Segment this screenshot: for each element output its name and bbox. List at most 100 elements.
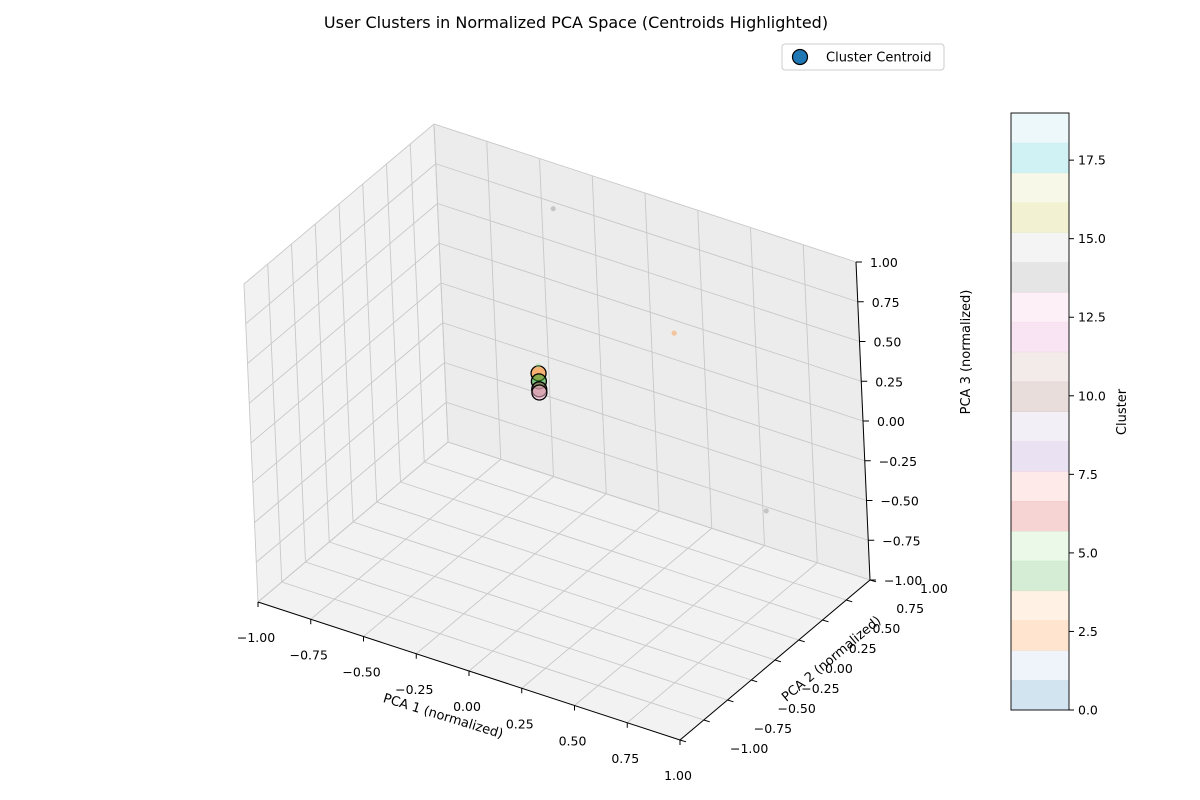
colorbar-segment [1011, 441, 1069, 472]
colorbar-segment [1011, 650, 1069, 681]
colorbar-segment [1011, 172, 1069, 204]
data-point [671, 330, 677, 336]
colorbar-segment [1011, 351, 1069, 383]
grid-line [521, 527, 713, 689]
colorbar-tick-label: 7.5 [1078, 467, 1098, 482]
grid-line [248, 242, 440, 404]
colorbar-segment [1011, 411, 1069, 442]
centroid-point [531, 384, 548, 401]
y-tick-label: −0.75 [754, 721, 792, 736]
z-tick-label: 0.00 [877, 414, 905, 429]
colorbar-segment [1011, 232, 1069, 263]
grid-line [245, 163, 437, 325]
colorbar-segment [1011, 530, 1069, 562]
colorbar-segment [1011, 501, 1069, 532]
z-axis-label: PCA 3 (normalized) [959, 290, 974, 415]
colorbar-segment [1011, 113, 1069, 144]
grid-line [400, 481, 823, 621]
z-tick-label: −0.50 [881, 494, 919, 509]
x-tick-label: 0.75 [611, 751, 639, 766]
legend-centroid-label: Cluster Centroid [826, 51, 932, 66]
colorbar-tick-label: 2.5 [1078, 624, 1098, 639]
colorbar-tick-label: 5.0 [1078, 545, 1098, 560]
x-tick-label: −0.25 [395, 682, 433, 697]
grid-line [424, 461, 847, 601]
y-tick-mark [703, 719, 710, 723]
x-tick-label: −0.75 [290, 647, 328, 662]
x-tick-label: 0.25 [506, 716, 534, 731]
grid-line [243, 123, 435, 285]
x-tick-label: −0.50 [342, 665, 380, 680]
y-tick-label: 0.50 [873, 621, 901, 636]
colorbar-segment [1011, 262, 1069, 293]
z-tick-label: 0.25 [875, 374, 903, 389]
grid-line [437, 203, 860, 342]
colorbar-label: Cluster [1115, 388, 1130, 435]
grid-line [433, 123, 449, 443]
x-tick-label: 1.00 [664, 768, 692, 783]
colorbar-frame [1010, 112, 1070, 711]
colorbar-tick-label: 10.0 [1078, 388, 1106, 403]
colorbar-segment [1011, 471, 1069, 502]
grid-line [697, 210, 713, 529]
y-tick-mark [822, 619, 829, 623]
y-tick-label: −0.25 [801, 681, 839, 696]
colorbar-segment [1011, 321, 1069, 353]
grid-line [802, 244, 818, 563]
colorbar-tick-label: 0.0 [1078, 703, 1098, 718]
colorbar-segment [1011, 202, 1069, 233]
grid-line [250, 282, 442, 444]
grid-line [376, 501, 799, 641]
data-points [530, 206, 769, 514]
data-point [763, 508, 769, 514]
y-tick-mark [798, 639, 805, 643]
colorbar-segment [1011, 590, 1069, 621]
y-tick-label: 1.00 [920, 581, 948, 596]
y-tick-label: −1.00 [730, 741, 768, 756]
legend-box [781, 43, 945, 71]
colorbar-segment [1011, 292, 1069, 323]
z-tick-label: −0.25 [879, 454, 917, 469]
colorbar-segment [1011, 620, 1069, 651]
grid-line [440, 282, 864, 422]
data-point [535, 362, 541, 369]
colorbar: 0.0 2.5 5.0 7.5 10.0 12.5 15.0 17.5 [1010, 112, 1106, 718]
grid-line [435, 163, 858, 303]
y-tick-mark [751, 679, 758, 683]
y-tick-label: −0.50 [778, 701, 816, 716]
grid-line [574, 545, 765, 706]
legend-centroid-marker [791, 48, 809, 66]
z-tick-label: 1.00 [870, 255, 898, 270]
colorbar-tick-label: 17.5 [1078, 153, 1106, 168]
y-tick-mark [846, 599, 853, 603]
grid-line [439, 242, 862, 382]
z-tick-label: 0.50 [874, 335, 902, 350]
z-tick-label: −0.75 [882, 533, 920, 548]
legend: Cluster Centroid [781, 43, 945, 71]
y-tick-label: 0.25 [849, 641, 877, 656]
x-axis-label: PCA 1 (normalized) [381, 691, 505, 742]
chart-title: User Clusters in Normalized PCA Space (C… [324, 13, 828, 32]
grid-line [352, 521, 776, 661]
y-tick-label: 0.75 [896, 601, 924, 616]
axes-grid [243, 123, 871, 741]
x-tick-label: 0.50 [559, 734, 587, 749]
grid-line [362, 183, 378, 503]
colorbar-segment [1011, 560, 1069, 592]
grid-line [750, 227, 765, 546]
data-point [550, 206, 556, 212]
grid-line [247, 203, 438, 364]
y-tick-label: 0.00 [825, 661, 853, 676]
z-tick-label: −1.00 [884, 573, 922, 588]
y-tick-mark [869, 579, 877, 583]
x-tick-label: 0.00 [453, 699, 481, 714]
axis-ticks: −1.00 −1.00 −1.00 −0.75 −0.75 −0.75 −0.50 −0.50… [237, 255, 948, 783]
z-tick-label: 0.75 [872, 295, 900, 310]
y-tick-mark [774, 659, 782, 663]
y-tick-mark [679, 739, 687, 743]
x-tick-label: −1.00 [237, 630, 275, 645]
colorbar-tick-label: 12.5 [1078, 310, 1106, 325]
colorbar-tick-label: 15.0 [1078, 231, 1106, 246]
colorbar-segment [1011, 142, 1069, 174]
